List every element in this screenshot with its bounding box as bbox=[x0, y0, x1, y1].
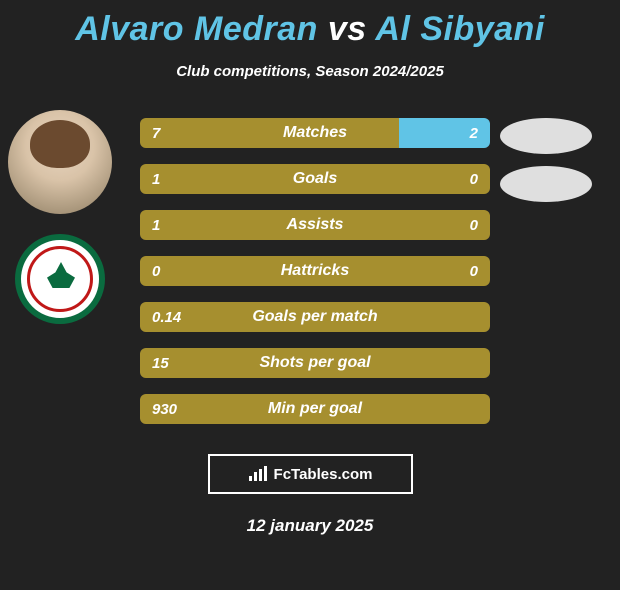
stat-value-left: 15 bbox=[152, 348, 169, 378]
brand-chart-icon bbox=[248, 466, 268, 482]
stat-bar: Shots per goal15 bbox=[140, 348, 490, 378]
placeholder-oval bbox=[500, 118, 592, 154]
stat-value-left: 1 bbox=[152, 210, 160, 240]
stat-value-left: 0.14 bbox=[152, 302, 181, 332]
stat-value-right: 0 bbox=[470, 164, 478, 194]
stat-bar: Assists10 bbox=[140, 210, 490, 240]
content-area: Matches72Goals10Assists10Hattricks00Goal… bbox=[0, 110, 620, 440]
date-text: 12 january 2025 bbox=[0, 516, 620, 536]
stat-value-right: 2 bbox=[470, 118, 478, 148]
avatars-column bbox=[8, 110, 112, 324]
stat-bar: Goals per match0.14 bbox=[140, 302, 490, 332]
stat-bars: Matches72Goals10Assists10Hattricks00Goal… bbox=[140, 118, 490, 440]
brand-box: FcTables.com bbox=[208, 454, 413, 494]
stat-value-left: 7 bbox=[152, 118, 160, 148]
bar-segment-left bbox=[140, 256, 490, 286]
stat-value-left: 930 bbox=[152, 394, 177, 424]
bar-segment-left bbox=[140, 118, 399, 148]
player2-name: Al Sibyani bbox=[375, 10, 544, 48]
stat-bar: Matches72 bbox=[140, 118, 490, 148]
subtitle: Club competitions, Season 2024/2025 bbox=[0, 63, 620, 80]
right-ovals bbox=[500, 118, 592, 214]
stat-bar: Hattricks00 bbox=[140, 256, 490, 286]
bar-segment-left bbox=[140, 302, 490, 332]
stat-value-right: 0 bbox=[470, 256, 478, 286]
stat-bar: Min per goal930 bbox=[140, 394, 490, 424]
placeholder-oval bbox=[500, 166, 592, 202]
stat-bar: Goals10 bbox=[140, 164, 490, 194]
stat-value-left: 1 bbox=[152, 164, 160, 194]
brand-text: FcTables.com bbox=[274, 466, 373, 483]
bar-segment-left bbox=[140, 164, 490, 194]
player-photo bbox=[8, 110, 112, 214]
vs-text: vs bbox=[328, 10, 367, 48]
stat-value-right: 0 bbox=[470, 210, 478, 240]
comparison-title: Alvaro Medran vs Al Sibyani bbox=[0, 10, 620, 49]
club-badge bbox=[15, 234, 105, 324]
bar-segment-left bbox=[140, 394, 490, 424]
bar-segment-left bbox=[140, 210, 490, 240]
player1-name: Alvaro Medran bbox=[75, 10, 318, 48]
stat-value-left: 0 bbox=[152, 256, 160, 286]
bar-segment-left bbox=[140, 348, 490, 378]
